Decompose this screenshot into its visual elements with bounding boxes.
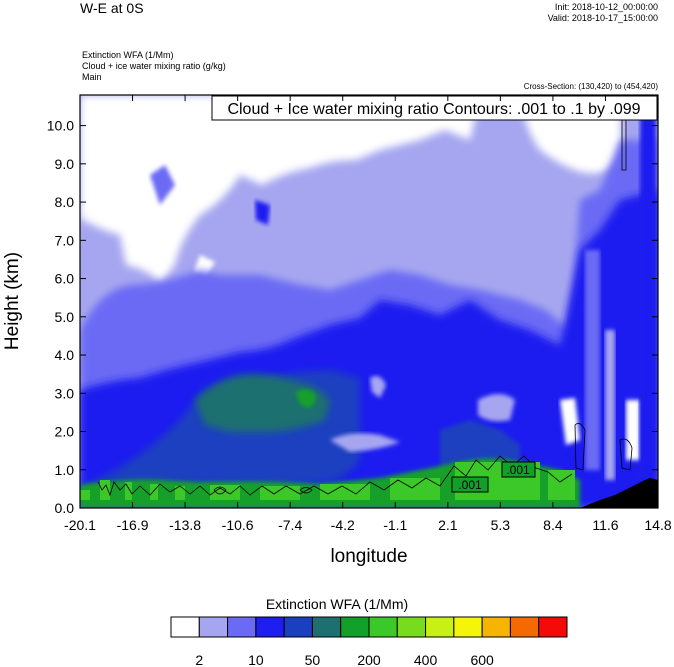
x-tick-label: -4.2 xyxy=(331,517,355,533)
y-tick-label: 4.0 xyxy=(55,347,75,363)
colorbar-swatch xyxy=(538,616,568,638)
y-axis: 0.0 1.0 2.0 3.0 4.0 5.0 6.0 7.0 8.0 9.0 10.0 xyxy=(47,118,658,516)
x-tick-label: -10.6 xyxy=(222,517,254,533)
valid-time: Valid: 2018-10-17_15:00:00 xyxy=(547,13,658,23)
y-tick-label: 3.0 xyxy=(55,385,75,401)
contour-label: .001 xyxy=(506,463,530,477)
colorbar-label: 2 xyxy=(195,652,203,667)
x-tick-label: 14.8 xyxy=(644,517,671,533)
x-tick-label: 5.3 xyxy=(491,517,511,533)
contour-label-box xyxy=(451,476,489,493)
colorbar-swatch xyxy=(425,616,455,638)
y-tick-label: 5.0 xyxy=(55,309,75,325)
colorbar-swatch xyxy=(453,616,483,638)
y-tick-label: 0.0 xyxy=(55,500,75,516)
colorbar-swatch xyxy=(481,616,511,638)
colorbar: 2 10 50 200 400 600 xyxy=(170,616,568,667)
contour-info-text: Cloud + Ice water mixing ratio Contours:… xyxy=(227,101,640,118)
x-axis: -20.1 -16.9 -13.8 -10.6 -7.4 -4.2 -1.1 2.1 5.3 8.… xyxy=(64,95,672,533)
colorbar-swatch xyxy=(170,616,200,638)
colorbar-swatch xyxy=(227,616,257,638)
colorbar-label: 400 xyxy=(414,652,438,667)
colorbar-swatch xyxy=(340,616,370,638)
colorbar-label: 50 xyxy=(305,652,321,667)
colorbar-swatch xyxy=(198,616,229,638)
x-tick-label: -1.1 xyxy=(383,517,407,533)
y-axis-label: Height (km) xyxy=(2,252,23,350)
x-tick-label: -20.1 xyxy=(64,517,96,533)
y-tick-label: 2.0 xyxy=(55,424,75,440)
plot-title: W-E at 0S xyxy=(80,0,144,16)
cross-section-label: Cross-Section: (130,420) to (454,420) xyxy=(523,82,658,91)
y-tick-label: 6.0 xyxy=(55,271,75,287)
x-tick-label: 8.4 xyxy=(543,517,563,533)
colorbar-swatch xyxy=(283,616,313,638)
y-tick-label: 1.0 xyxy=(55,462,75,478)
colorbar-swatch xyxy=(509,616,540,638)
contour-info-box xyxy=(211,95,658,121)
y-tick-label: 8.0 xyxy=(55,194,75,210)
field-label-extinction: Extinction WFA (1/Mm) xyxy=(82,50,174,60)
colorbar-swatch xyxy=(396,616,427,638)
x-tick-label: -13.8 xyxy=(169,517,201,533)
x-tick-label: -7.4 xyxy=(278,517,302,533)
colorbar-label: 10 xyxy=(248,652,264,667)
plot-frame xyxy=(79,94,659,509)
y-tick-label: 10.0 xyxy=(47,118,74,134)
field-label-domain: Main xyxy=(82,72,102,82)
contour-label: .001 xyxy=(458,478,482,492)
x-tick-label: 11.6 xyxy=(592,517,618,533)
contour-label-box xyxy=(501,461,536,478)
extinction-field xyxy=(80,95,658,508)
colorbar-label: 200 xyxy=(357,652,381,667)
init-time: Init: 2018-10-12_00:00:00 xyxy=(554,2,658,12)
x-tick-label: 2.1 xyxy=(438,517,458,533)
colorbar-swatch xyxy=(311,616,342,638)
x-tick-label: -16.9 xyxy=(117,517,149,533)
field-label-mixing-ratio: Cloud + ice water mixing ratio (g/kg) xyxy=(82,61,226,71)
colorbar-swatch xyxy=(368,616,398,638)
colorbar-label: 600 xyxy=(470,652,494,667)
colorbar-swatch xyxy=(255,616,285,638)
y-tick-label: 9.0 xyxy=(55,156,75,172)
colorbar-title: Extinction WFA (1/Mm) xyxy=(265,596,409,612)
x-axis-label: longitude xyxy=(330,546,407,567)
y-tick-label: 7.0 xyxy=(55,232,75,248)
